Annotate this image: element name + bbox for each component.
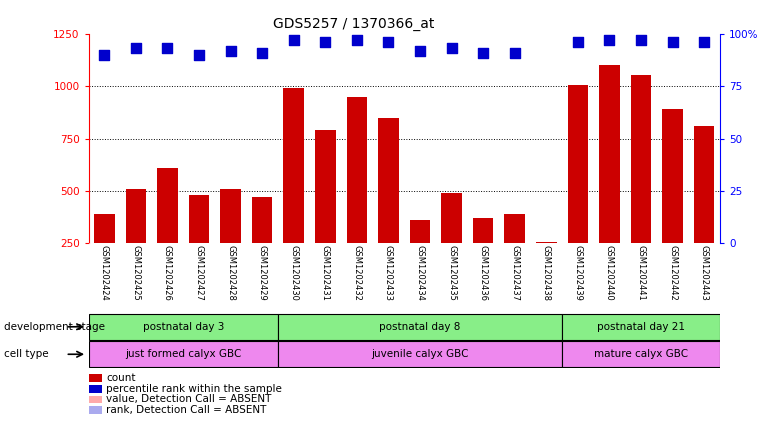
Point [351, 37, 363, 44]
Bar [599, 65, 620, 296]
Point [635, 37, 648, 44]
Text: GSM1202424: GSM1202424 [100, 245, 109, 301]
Text: GSM1202433: GSM1202433 [384, 245, 393, 301]
Point [698, 39, 711, 46]
Text: value, Detection Call = ABSENT: value, Detection Call = ABSENT [106, 394, 272, 404]
Point [288, 37, 300, 44]
Point [509, 49, 521, 56]
Text: GSM1202443: GSM1202443 [700, 245, 708, 301]
Title: GDS5257 / 1370366_at: GDS5257 / 1370366_at [273, 17, 434, 31]
Text: GSM1202437: GSM1202437 [511, 245, 519, 301]
Point [604, 37, 616, 44]
Bar [283, 88, 304, 296]
Point [192, 52, 205, 58]
Bar [89, 313, 278, 340]
Text: GSM1202439: GSM1202439 [574, 245, 582, 301]
Text: GSM1202435: GSM1202435 [447, 245, 456, 301]
Point [99, 52, 111, 58]
Point [667, 39, 679, 46]
Text: GSM1202436: GSM1202436 [479, 245, 487, 301]
Bar [94, 214, 115, 296]
Point [225, 47, 237, 54]
Bar [346, 97, 367, 296]
Bar [473, 218, 494, 296]
Bar [220, 189, 241, 296]
Text: GSM1202428: GSM1202428 [226, 245, 235, 301]
Text: GSM1202431: GSM1202431 [321, 245, 330, 301]
Bar [278, 341, 562, 368]
Bar [694, 126, 715, 296]
Bar [567, 85, 588, 296]
Text: GSM1202426: GSM1202426 [163, 245, 172, 301]
Bar [126, 189, 146, 296]
Bar [315, 130, 336, 296]
Text: GSM1202432: GSM1202432 [353, 245, 361, 301]
Bar [189, 195, 209, 296]
Bar [89, 341, 278, 368]
Point [383, 39, 395, 46]
Point [256, 49, 269, 56]
Point [130, 45, 142, 52]
Point [477, 49, 490, 56]
Text: postnatal day 8: postnatal day 8 [380, 322, 460, 332]
Text: GSM1202425: GSM1202425 [132, 245, 140, 301]
Bar [662, 109, 683, 296]
Text: GSM1202427: GSM1202427 [195, 245, 203, 301]
Bar [378, 118, 399, 296]
Text: GSM1202429: GSM1202429 [258, 245, 266, 301]
Bar [252, 197, 273, 296]
Text: mature calyx GBC: mature calyx GBC [594, 349, 688, 359]
Text: rank, Detection Call = ABSENT: rank, Detection Call = ABSENT [106, 405, 266, 415]
Bar [504, 214, 525, 296]
Point [320, 39, 332, 46]
Bar [278, 313, 562, 340]
Text: GSM1202430: GSM1202430 [290, 245, 298, 301]
Point [446, 45, 458, 52]
Text: count: count [106, 373, 136, 383]
Text: GSM1202440: GSM1202440 [605, 245, 614, 301]
Text: juvenile calyx GBC: juvenile calyx GBC [371, 349, 469, 359]
Bar [410, 220, 430, 296]
Bar [536, 242, 557, 296]
Point [414, 47, 427, 54]
Text: cell type: cell type [4, 349, 49, 359]
Text: GSM1202441: GSM1202441 [637, 245, 645, 301]
Text: percentile rank within the sample: percentile rank within the sample [106, 384, 282, 394]
Text: just formed calyx GBC: just formed calyx GBC [125, 349, 242, 359]
Bar [562, 313, 720, 340]
Point [162, 45, 174, 52]
Text: development stage: development stage [4, 322, 105, 332]
Text: postnatal day 21: postnatal day 21 [597, 322, 685, 332]
Bar [157, 168, 178, 296]
Bar [562, 341, 720, 368]
Text: GSM1202442: GSM1202442 [668, 245, 677, 301]
Bar [441, 193, 462, 296]
Point [572, 39, 584, 46]
Text: GSM1202434: GSM1202434 [416, 245, 424, 301]
Bar [631, 75, 651, 296]
Text: postnatal day 3: postnatal day 3 [142, 322, 224, 332]
Text: GSM1202438: GSM1202438 [542, 245, 551, 301]
